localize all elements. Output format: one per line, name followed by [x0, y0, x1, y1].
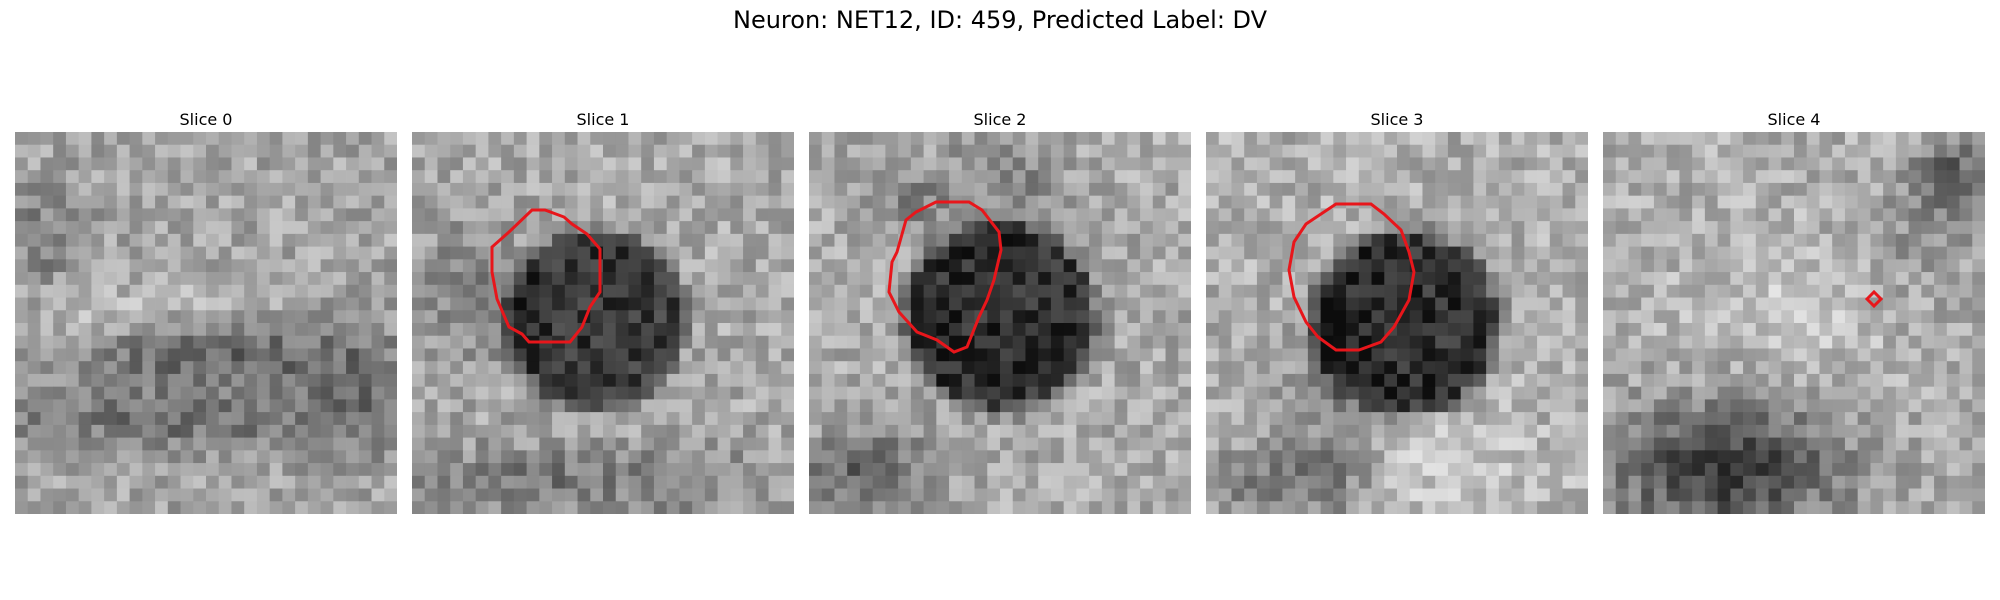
segmentation-contour-2: [887, 200, 1003, 354]
slice-image-1: [412, 132, 794, 514]
segmentation-contour-4: [1864, 289, 1884, 309]
slice-title-0: Slice 0: [179, 110, 233, 129]
slice-title-1: Slice 1: [576, 110, 630, 129]
slice-panel-0: Slice 0: [15, 108, 397, 514]
slice-image-3: [1206, 132, 1588, 514]
figure-title: Neuron: NET12, ID: 459, Predicted Label:…: [732, 6, 1268, 34]
slice-panel-2: Slice 2: [809, 108, 1191, 514]
slice-title-2: Slice 2: [973, 110, 1027, 129]
slice-panel-1: Slice 1: [412, 108, 794, 514]
slice-image-4: [1603, 132, 1985, 514]
slice-panel-3: Slice 3: [1206, 108, 1588, 514]
slice-image-2: [809, 132, 1191, 514]
segmentation-contour-3: [1287, 202, 1416, 352]
slice-title-4: Slice 4: [1767, 110, 1821, 129]
slice-image-0: [15, 132, 397, 514]
slice-title-3: Slice 3: [1370, 110, 1424, 129]
segmentation-contour-1: [490, 208, 602, 344]
slice-panel-4: Slice 4: [1603, 108, 1985, 514]
